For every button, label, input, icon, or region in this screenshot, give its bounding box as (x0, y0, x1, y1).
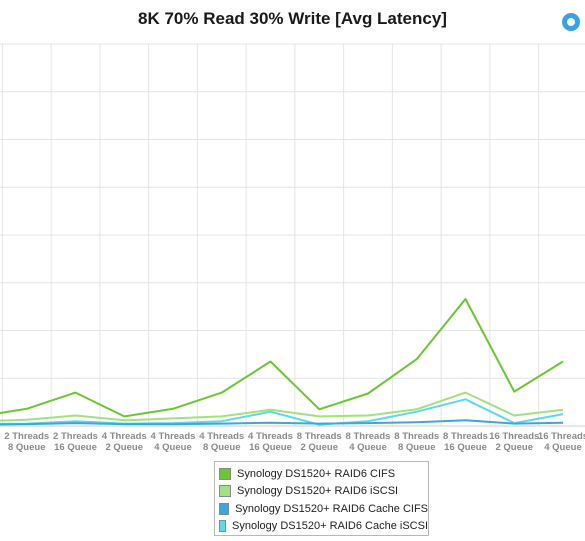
x-tick-label: 4 Threads 16 Queue (248, 431, 293, 453)
x-tick-label: 4 Threads 2 Queue (102, 431, 147, 453)
legend-swatch (219, 467, 231, 480)
legend-item[interactable]: Synology DS1520+ RAID6 Cache iSCSI (219, 518, 428, 536)
legend-swatch (219, 485, 231, 498)
x-tick-label: 8 Threads 4 Queue (346, 431, 391, 453)
x-tick-label: 2 Threads 8 Queue (4, 431, 49, 453)
chart-title: 8K 70% Read 30% Write [Avg Latency] (138, 9, 447, 28)
x-tick-label: 16 Threads 4 Queue (538, 431, 585, 453)
series-line[interactable] (0, 398, 564, 426)
x-tick-label: 4 Threads 8 Queue (199, 431, 244, 453)
series-lines (0, 298, 564, 426)
legend-item[interactable]: Synology DS1520+ RAID6 Cache CIFS (219, 500, 428, 518)
series-line[interactable] (0, 298, 564, 418)
legend-swatch (219, 520, 227, 533)
x-tick-label: 8 Threads 16 Queue (443, 431, 488, 453)
legend: Synology DS1520+ RAID6 CIFS Synology DS15… (214, 461, 429, 536)
x-tick-label: 2 Threads 16 Queue (53, 431, 98, 453)
context-menu-icon[interactable] (561, 12, 581, 32)
legend-swatch (219, 502, 230, 515)
x-tick-label: 8 Threads 8 Queue (394, 431, 439, 453)
x-tick-label: 4 Threads 4 Queue (151, 431, 196, 453)
series-line[interactable] (0, 419, 564, 426)
x-tick-label: 8 Threads 2 Queue (297, 431, 342, 453)
legend-label: Synology DS1520+ RAID6 Cache iSCSI (232, 520, 428, 533)
legend-item[interactable]: Synology DS1520+ RAID6 CIFS (219, 465, 428, 483)
legend-item[interactable]: Synology DS1520+ RAID6 iSCSI (219, 483, 428, 501)
horizontal-gridlines (0, 43, 585, 427)
series-line[interactable] (0, 391, 564, 422)
legend-label: Synology DS1520+ RAID6 CIFS (237, 467, 396, 480)
legend-label: Synology DS1520+ RAID6 iSCSI (237, 485, 399, 498)
legend-label: Synology DS1520+ RAID6 Cache CIFS (235, 502, 428, 515)
x-tick-label: 16 Threads 2 Queue (489, 431, 539, 453)
